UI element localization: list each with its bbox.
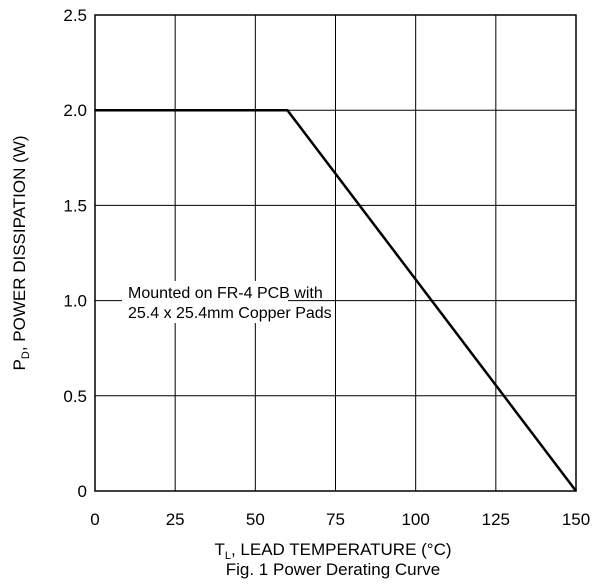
annotation-background (122, 281, 288, 323)
y-axis-label-main: P (10, 359, 29, 370)
plot-frame (94, 14, 577, 492)
grid-lines (94, 14, 577, 492)
y-tick-label: 0 (78, 482, 87, 501)
annotation-line-1: Mounted on FR-4 PCB with (128, 285, 323, 302)
x-axis-label-main: T (214, 540, 224, 559)
y-tick-label: 1.5 (63, 196, 87, 215)
y-tick-label: 1.0 (63, 292, 87, 311)
x-axis-label: TL, LEAD TEMPERATURE (°C) (214, 540, 451, 562)
y-axis-label: PD, POWER DISSIPATION (W) (10, 136, 32, 371)
x-tick-label: 75 (326, 510, 345, 529)
y-axis-label-rest: , POWER DISSIPATION (W) (10, 136, 29, 352)
derating-line (95, 108, 577, 492)
chart-caption: Fig. 1 Power Derating Curve (226, 560, 440, 579)
y-tick-label: 2.5 (63, 6, 87, 25)
y-axis-label-sub: D (20, 351, 32, 359)
x-tick-label: 0 (90, 510, 99, 529)
x-tick-label: 150 (562, 510, 590, 529)
x-axis-label-sub: L (225, 550, 231, 562)
x-tick-label: 125 (482, 510, 510, 529)
y-tick-labels: 0 0.5 1.0 1.5 2.0 2.5 (63, 6, 87, 501)
annotation-line-2: 25.4 x 25.4mm Copper Pads (128, 305, 332, 322)
x-axis-label-rest: , LEAD TEMPERATURE (°C) (231, 540, 452, 559)
x-tick-label: 100 (401, 510, 429, 529)
x-tick-label: 50 (246, 510, 265, 529)
x-tick-labels: 0 25 50 75 100 125 150 (90, 510, 590, 529)
x-tick-label: 25 (166, 510, 185, 529)
y-tick-label: 0.5 (63, 387, 87, 406)
y-tick-label: 2.0 (63, 101, 87, 120)
